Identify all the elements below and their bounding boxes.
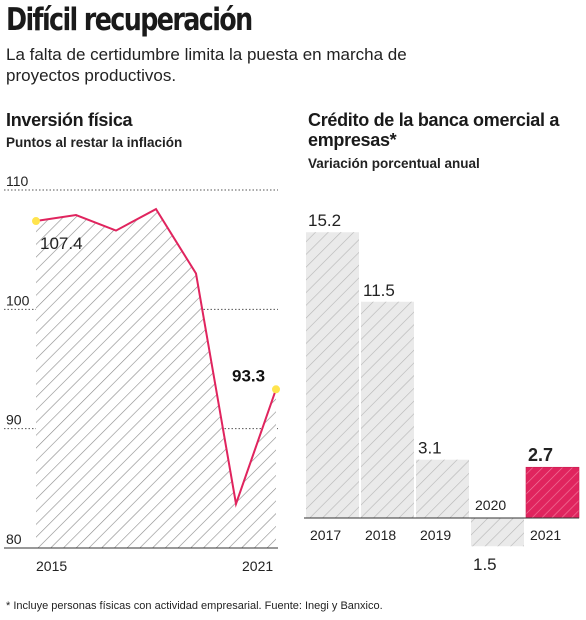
right-chart-subtitle: Variación porcentual anual [308,156,480,171]
bar [525,466,580,519]
bar-value-label: 3.1 [418,439,442,458]
page-subtitle: La falta de certidumbre limita la puesta… [6,45,407,85]
area-fill [36,209,276,549]
footnote: * Incluye personas físicas con actividad… [6,600,383,612]
end-value-label: 93.3 [232,366,265,385]
credito-chart: 15.2 2017 11.5 2018 3.1 2019 1.5 2020 2.7 2021 [304,211,580,574]
x-tick-label: 2018 [365,527,396,543]
right-chart-title: Crédito de la banca omercial a empresas* [308,110,560,150]
y-tick-label: 80 [6,531,22,547]
page-title: Difícil recuperación [6,2,253,38]
x-tick-label: 2021 [242,558,273,574]
bar-value-label: 15.2 [308,211,341,230]
x-tick-label: 2015 [36,558,67,574]
left-chart-subtitle: Puntos al restar la inflación [6,135,183,150]
x-tick-label: 2017 [310,527,341,543]
y-tick-label: 100 [6,292,30,308]
bar-shade [416,459,469,518]
bar-shade [471,518,524,547]
x-tick-label: 2019 [420,527,451,543]
bar-shade [361,301,414,518]
bar-value-label: 1.5 [473,555,497,574]
series-line [35,207,277,508]
bar-value-label: 2.7 [528,445,553,465]
inversion-chart: 110 100 90 80 107.4 93.3 2015 2021 [4,173,280,574]
end-point-marker [272,385,280,394]
left-chart-title: Inversión física [6,110,133,130]
bar-value-label: 11.5 [363,281,395,300]
start-point-marker [32,217,40,226]
x-tick-label: 2021 [530,527,561,543]
x-tick-label: 2020 [475,497,506,513]
y-tick-label: 90 [6,412,22,428]
start-value-label: 107.4 [40,234,83,253]
y-tick-label: 110 [6,173,29,189]
bar-shade [306,232,359,519]
